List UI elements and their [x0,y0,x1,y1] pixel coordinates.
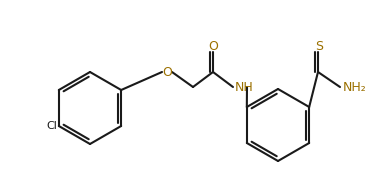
Text: NH₂: NH₂ [343,80,367,94]
Text: O: O [208,40,218,53]
Text: S: S [315,40,323,53]
Text: O: O [162,66,172,79]
Text: Cl: Cl [46,121,57,131]
Text: NH: NH [235,80,254,94]
